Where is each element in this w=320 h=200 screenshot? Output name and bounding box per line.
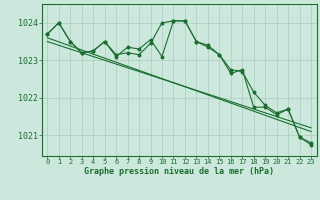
X-axis label: Graphe pression niveau de la mer (hPa): Graphe pression niveau de la mer (hPa): [84, 167, 274, 176]
